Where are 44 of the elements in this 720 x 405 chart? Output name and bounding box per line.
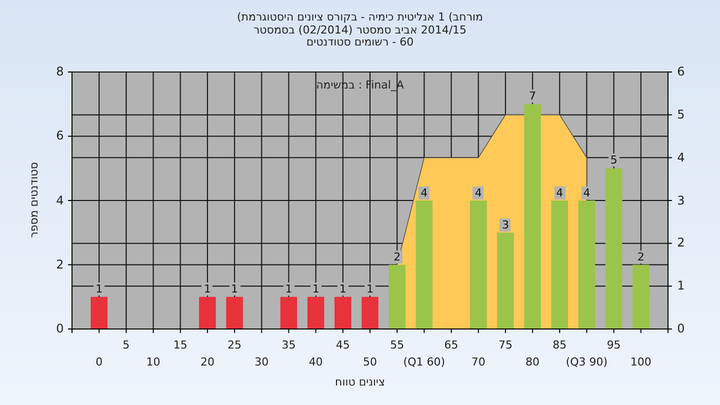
label: 1 <box>364 282 376 296</box>
x-tick-label: 20 <box>200 356 214 368</box>
x-tick-label: 95 <box>606 338 621 352</box>
y-axis-title: מספר סטודנטים <box>28 162 40 238</box>
x-tick-label: 35 <box>282 338 296 352</box>
y2-tick-label: 1 <box>677 278 685 293</box>
x-tick-label: 10 <box>146 356 160 368</box>
y2-tick-label: 0 <box>677 322 685 336</box>
label: 4 <box>418 186 430 199</box>
x-tick-label: 0 <box>96 356 103 368</box>
y-tick-label: 6 <box>56 128 64 143</box>
x-tick-label: 100 <box>630 356 652 368</box>
label: 1 <box>202 282 213 296</box>
x-tick-label: 15 <box>173 338 188 352</box>
y2-tick-label: 5 <box>677 107 685 122</box>
x-tick-label: 40 <box>308 356 323 368</box>
y-tick-label: 8 <box>56 64 64 78</box>
label: 1 <box>94 282 105 296</box>
label: 3 <box>500 218 511 232</box>
y-tick-label: 2 <box>56 257 64 272</box>
x-tick-label: 50 <box>363 356 377 368</box>
x-tick-label: 55 <box>390 338 404 352</box>
label: 7 <box>527 90 538 103</box>
x-axis-title: טווח ציונים <box>335 376 385 388</box>
x-tick-label: 70 <box>471 356 486 368</box>
y2-tick-label: 6 <box>677 64 685 78</box>
y2-tick-label: 4 <box>677 150 685 164</box>
y2-tick-label: 3 <box>677 193 685 207</box>
x-tick-label: 65 <box>444 338 458 352</box>
label: 2 <box>392 250 403 264</box>
y2-tick-label: 2 <box>677 236 685 250</box>
x-tick-label: 80 <box>526 356 540 368</box>
y-tick-label: 4 <box>56 193 64 207</box>
x-tick-label: 75 <box>498 338 512 352</box>
x-tick-label: 5 <box>122 338 130 352</box>
x-tick-label: 85 <box>552 338 567 352</box>
y-tick-label: 0 <box>56 322 64 336</box>
x-tick-label: 30 <box>254 356 269 368</box>
x-tick-label: 25 <box>228 338 242 352</box>
x-tick-label: 45 <box>336 338 350 352</box>
x-tick-label: (Q1 60) <box>403 356 446 368</box>
label: 5 <box>608 154 620 167</box>
label: 4 <box>472 186 484 199</box>
x-tick-label: (Q3 90) <box>566 356 608 368</box>
